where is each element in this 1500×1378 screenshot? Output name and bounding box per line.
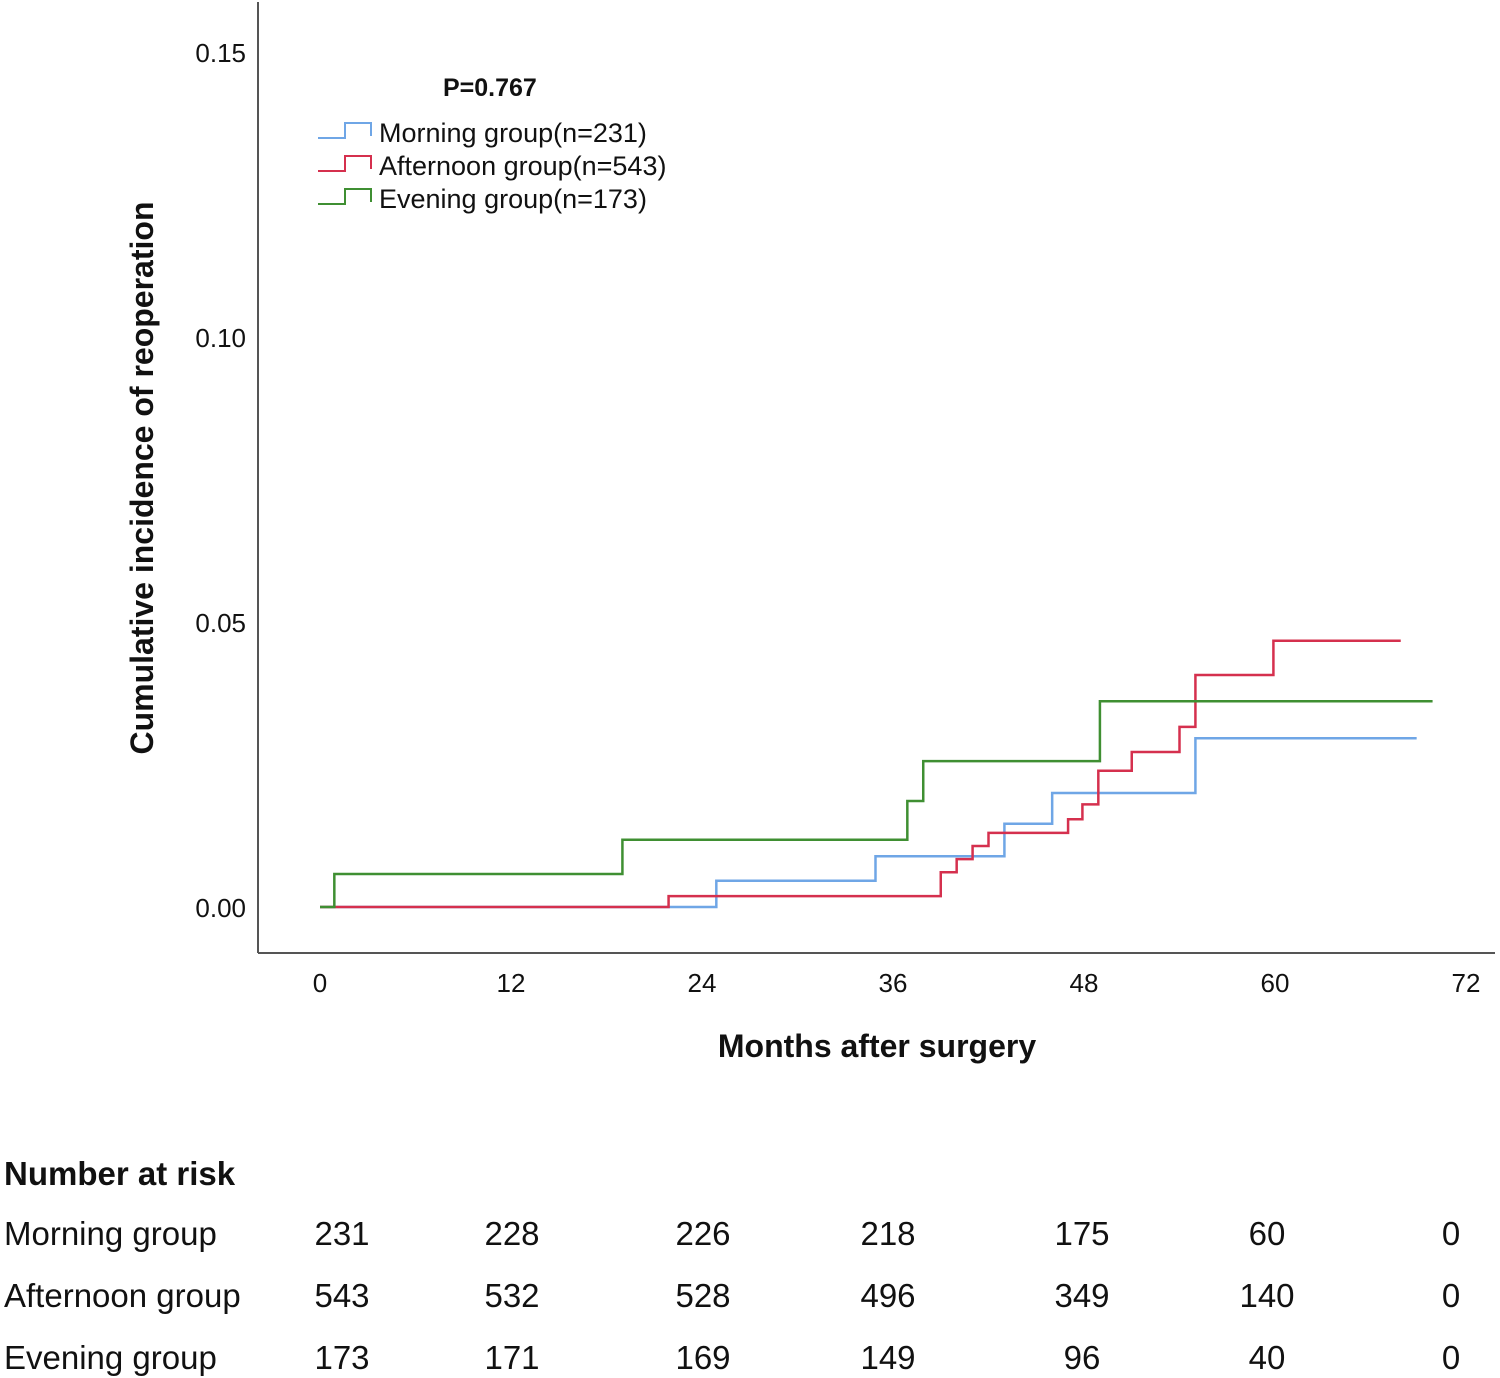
legend: Morning group(n=231)Afternoon group(n=54…	[318, 118, 666, 214]
risk-cell: 543	[314, 1277, 369, 1314]
risk-cell: 231	[314, 1215, 369, 1252]
y-tick-label: 0.05	[195, 608, 246, 638]
legend-swatch	[318, 122, 372, 139]
series-line-evening	[320, 699, 1433, 909]
risk-cell: 0	[1442, 1339, 1460, 1376]
x-tick-label: 48	[1070, 968, 1099, 998]
risk-row-label: Morning group	[4, 1215, 217, 1252]
risk-cell: 60	[1249, 1215, 1286, 1252]
risk-cell: 349	[1054, 1277, 1109, 1314]
legend-entry: Evening group(n=173)	[379, 184, 647, 214]
legend-entry: Afternoon group(n=543)	[379, 151, 666, 181]
risk-cell: 0	[1442, 1277, 1460, 1314]
risk-cell: 528	[675, 1277, 730, 1314]
risk-cell: 0	[1442, 1215, 1460, 1252]
risk-cell: 169	[675, 1339, 730, 1376]
risk-cell: 96	[1064, 1339, 1101, 1376]
legend-entry: Morning group(n=231)	[379, 118, 647, 148]
x-tick-label: 12	[497, 968, 526, 998]
series-line-afternoon	[320, 639, 1401, 909]
x-tick-label: 60	[1261, 968, 1290, 998]
risk-cell: 496	[860, 1277, 915, 1314]
risk-cell: 173	[314, 1339, 369, 1376]
x-axis-label: Months after surgery	[718, 1028, 1036, 1064]
legend-swatch	[318, 155, 372, 172]
risk-cell: 171	[484, 1339, 539, 1376]
x-tick-label: 36	[879, 968, 908, 998]
risk-table-title: Number at risk	[4, 1155, 236, 1192]
risk-cell: 532	[484, 1277, 539, 1314]
y-tick-label: 0.15	[195, 38, 246, 68]
risk-row-label: Afternoon group	[4, 1277, 241, 1314]
x-tick-label: 72	[1452, 968, 1481, 998]
risk-cell: 149	[860, 1339, 915, 1376]
series-line-morning	[320, 737, 1417, 909]
x-tick-label: 24	[688, 968, 717, 998]
legend-swatch	[318, 188, 372, 205]
risk-cell: 228	[484, 1215, 539, 1252]
y-axis-label: Cumulative incidence of reoperation	[124, 202, 160, 755]
risk-cell: 226	[675, 1215, 730, 1252]
risk-cell: 175	[1054, 1215, 1109, 1252]
p-value-annotation: P=0.767	[443, 74, 537, 102]
risk-cell: 140	[1239, 1277, 1294, 1314]
y-tick-label: 0.10	[195, 323, 246, 353]
y-tick-label: 0.00	[195, 893, 246, 923]
risk-cell: 218	[860, 1215, 915, 1252]
x-tick-label: 0	[313, 968, 327, 998]
risk-cell: 40	[1249, 1339, 1286, 1376]
risk-row-label: Evening group	[4, 1339, 217, 1376]
